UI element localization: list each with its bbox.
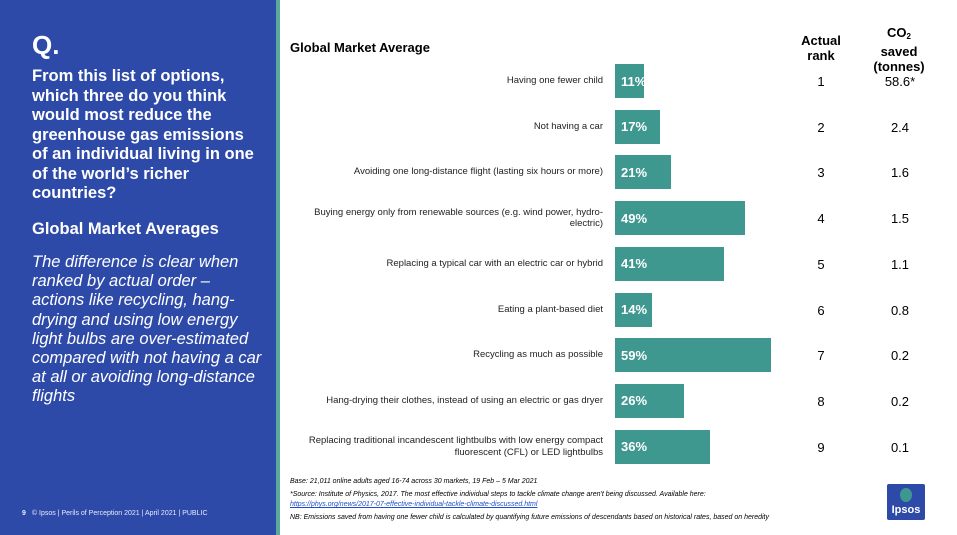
actual-rank-value: 2 — [817, 119, 825, 135]
actual-rank-value: 8 — [817, 393, 825, 409]
category-label: Recycling as much as possible — [473, 349, 603, 361]
actual-rank-value: 1 — [817, 74, 825, 89]
co2-saved-value: 1.5 — [890, 211, 910, 227]
co2-header-text: CO — [887, 25, 907, 40]
bar-value-label: 14% — [621, 302, 648, 317]
category-label: Buying energy only from renewable source… — [314, 206, 603, 230]
base-footnote: Base: 21,011 online adults aged 16-74 ac… — [290, 478, 538, 485]
rank-column-header: Actual rank — [790, 33, 852, 63]
co2-saved-value: 0.2 — [890, 348, 910, 364]
bar — [615, 246, 724, 281]
logo-mark-icon — [900, 488, 912, 502]
category-label: Not having a car — [533, 120, 603, 132]
bar — [615, 155, 671, 190]
co2-column-header: CO2 saved (tonnes) — [862, 25, 936, 74]
co2-saved-value: 58.6* — [884, 74, 916, 89]
bar — [615, 201, 745, 236]
category-label: Avoiding one long-distance flight (lasti… — [353, 166, 603, 178]
insight-note: The difference is clear when ranked by a… — [32, 253, 262, 406]
co2-saved-value: 1.6 — [890, 165, 910, 181]
bar-value-label: 59% — [621, 347, 648, 363]
co2-saved-value: 0.1 — [890, 439, 910, 455]
category-label: Eating a plant-based diet — [497, 303, 603, 315]
subhead: Global Market Averages — [32, 220, 219, 238]
question-text: From this list of options, which three d… — [32, 67, 254, 202]
actual-rank-value: 3 — [817, 165, 825, 181]
logo-text: Ipsos — [891, 504, 921, 516]
co2-header-line3: (tonnes) — [873, 59, 925, 74]
bar-value-label: 26% — [621, 393, 648, 409]
bar — [615, 383, 684, 418]
category-label: Hang-drying their clothes, instead of us… — [326, 394, 603, 406]
question-label: Q. — [32, 30, 60, 60]
co2-saved-value: 1.1 — [890, 256, 910, 272]
bar-value-label: 41% — [621, 256, 648, 272]
ipsos-logo: Ipsos — [887, 484, 925, 520]
source-text: *Source: Institute of Physics, 2017. The… — [290, 491, 706, 498]
bar-value-label: 17% — [621, 119, 648, 135]
bar-value-label: 36% — [621, 439, 648, 455]
bar — [615, 109, 661, 144]
source-footnote: *Source: Institute of Physics, 2017. The… — [290, 490, 850, 510]
page-number: 9 — [22, 510, 26, 517]
footer-text: © Ipsos | Perils of Perception 2021 | Ap… — [31, 510, 208, 517]
co2-header-subscript: 2 — [906, 32, 911, 41]
actual-rank-value: 4 — [817, 211, 825, 227]
actual-rank-value: 7 — [817, 348, 825, 364]
actual-rank-value: 6 — [817, 302, 825, 318]
co2-header-line2: saved — [880, 44, 918, 59]
left-panel: Q. From this list of options, which thre… — [0, 0, 276, 535]
bar-value-label: 21% — [621, 164, 648, 180]
bar — [615, 429, 711, 464]
bar — [615, 64, 645, 98]
actual-rank-value: 5 — [817, 256, 825, 272]
panel-divider — [276, 0, 280, 535]
co2-saved-value: 0.8 — [890, 302, 910, 318]
category-label: Replacing a typical car with an electric… — [386, 257, 603, 269]
bar — [615, 338, 772, 373]
rank-header-line2: rank — [807, 48, 835, 63]
bar-value-label: 11% — [621, 73, 647, 89]
co2-saved-value: 0.2 — [890, 393, 910, 409]
bar-value-label: 49% — [621, 210, 648, 226]
category-label: Replacing traditional incandescent light… — [308, 435, 603, 458]
nb-footnote: NB: Emissions saved from having one fewe… — [290, 514, 769, 521]
bar — [615, 292, 653, 327]
co2-saved-value: 2.4 — [890, 119, 910, 135]
source-link[interactable]: https://phys.org/news/2017-07-effective-… — [290, 501, 538, 508]
actual-rank-value: 9 — [817, 439, 825, 455]
rank-header-line1: Actual — [801, 33, 841, 48]
chart-title: Global Market Average — [290, 40, 430, 55]
category-label: Having one fewer child — [506, 75, 603, 86]
slide-footer: 9 © Ipsos | Perils of Perception 2021 | A… — [22, 510, 208, 517]
